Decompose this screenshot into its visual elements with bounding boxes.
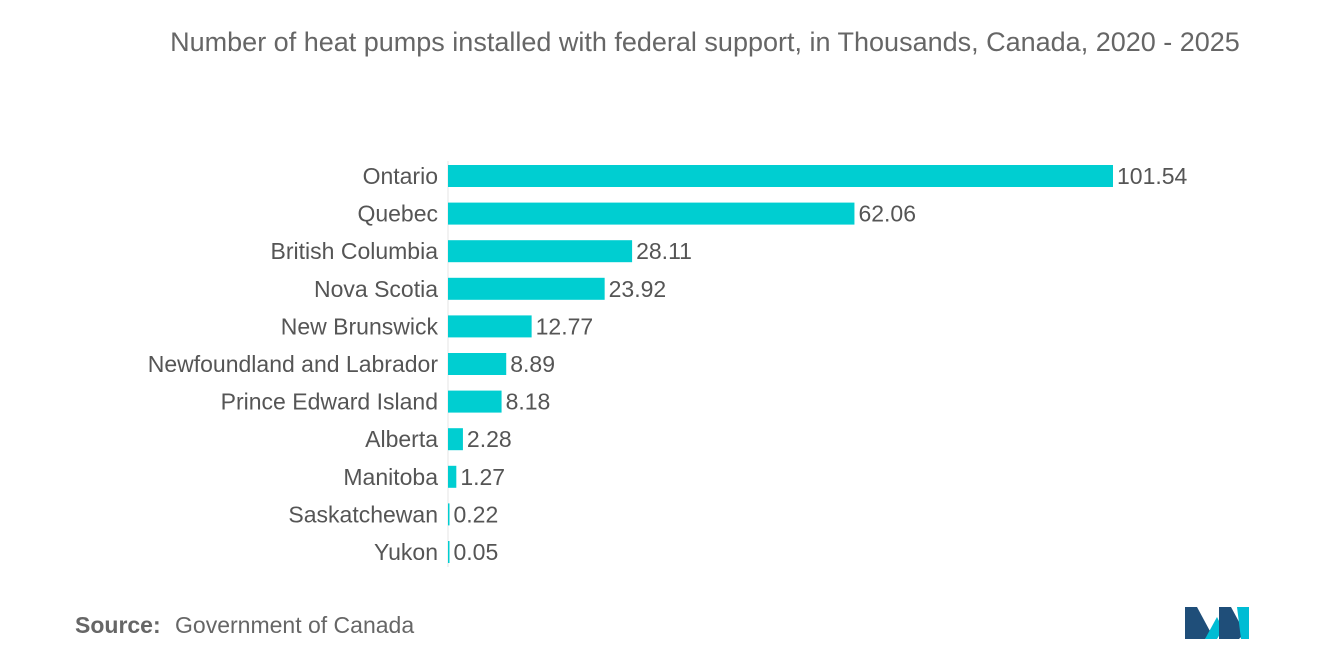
data-label: 0.05	[454, 539, 499, 565]
data-label: 8.89	[510, 351, 555, 377]
category-label: Newfoundland and Labrador	[148, 351, 439, 377]
bar	[448, 428, 463, 451]
bar	[448, 202, 855, 225]
source-note: Source: Government of Canada	[75, 612, 414, 639]
bar	[448, 165, 1113, 187]
category-label: Alberta	[365, 426, 438, 452]
data-label: 0.22	[454, 501, 499, 527]
bar	[448, 390, 502, 413]
data-label: 8.18	[506, 389, 551, 415]
data-label: 101.54	[1117, 163, 1188, 189]
chart-title: Number of heat pumps installed with fede…	[170, 27, 1240, 57]
category-label: Ontario	[363, 163, 438, 189]
bar	[448, 465, 457, 488]
bar	[448, 240, 633, 263]
data-label: 62.06	[858, 201, 916, 227]
data-label: 23.92	[609, 276, 667, 302]
bar	[448, 541, 450, 563]
category-label: Manitoba	[343, 464, 438, 490]
data-label: 28.11	[636, 238, 692, 264]
category-label: Saskatchewan	[288, 501, 438, 527]
category-label: Quebec	[357, 201, 438, 227]
bar	[448, 277, 605, 300]
bar	[448, 315, 532, 338]
bar	[448, 353, 507, 375]
category-label: Prince Edward Island	[221, 389, 438, 415]
mordor-logo-icon	[1185, 607, 1249, 639]
category-label: British Columbia	[271, 238, 439, 264]
data-label: 12.77	[536, 313, 594, 339]
category-label: Nova Scotia	[314, 276, 438, 302]
category-label: Yukon	[374, 539, 438, 565]
data-label: 2.28	[467, 426, 512, 452]
bar-chart: Ontario 101.54 Quebec 62.06 British Columbia…	[148, 161, 1188, 567]
category-label: New Brunswick	[281, 313, 439, 339]
source-text: Government of Canada	[175, 612, 415, 638]
bar	[448, 503, 450, 526]
source-label: Source:	[75, 612, 161, 638]
data-label: 1.27	[460, 464, 505, 490]
